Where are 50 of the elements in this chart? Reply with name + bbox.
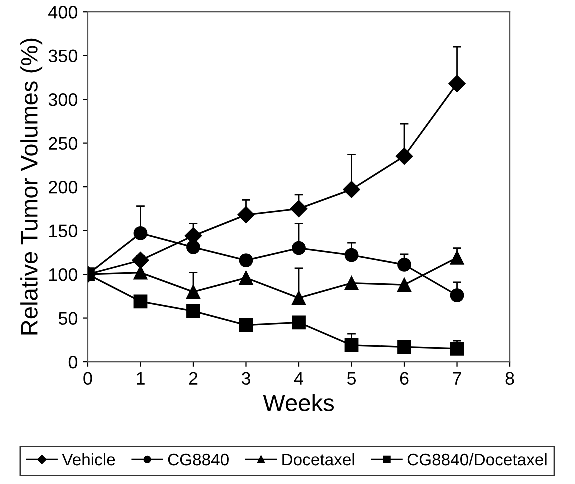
point xyxy=(344,248,359,262)
legend-label: Vehicle xyxy=(62,453,116,466)
y-axis-title: Relative Tumor Volumes (%) xyxy=(20,38,43,335)
point xyxy=(134,266,148,280)
y-tick-label: 150 xyxy=(50,224,78,238)
point xyxy=(186,304,200,318)
point xyxy=(239,254,254,268)
x-tick-label: 4 xyxy=(294,372,304,385)
point xyxy=(448,75,466,92)
y-tick-label: 250 xyxy=(49,137,78,150)
x-tick-label: 8 xyxy=(506,372,514,386)
point xyxy=(239,318,254,332)
point xyxy=(239,271,254,285)
x-tick-label: 7 xyxy=(453,372,462,385)
point xyxy=(396,148,414,165)
y-tick-label: 400 xyxy=(48,6,78,19)
y-tick-label: 0 xyxy=(68,356,78,369)
y-tick-label: 350 xyxy=(48,50,78,63)
x-tick-label: 1 xyxy=(137,372,145,385)
legend-label: Docetaxel xyxy=(282,453,354,466)
point xyxy=(186,240,200,254)
point xyxy=(398,340,412,354)
legend-label: CG8840/Docetaxel xyxy=(408,453,547,466)
y-tick-label: 100 xyxy=(50,268,78,282)
point xyxy=(398,278,412,292)
point xyxy=(450,288,464,302)
y-tick-label: 50 xyxy=(58,312,78,326)
x-tick-label: 2 xyxy=(189,372,198,385)
x-tick-label: 6 xyxy=(400,372,409,386)
point xyxy=(344,276,359,290)
x-tick-label: 0 xyxy=(84,372,92,386)
point xyxy=(134,294,148,309)
point xyxy=(134,226,148,240)
y-tick-label: 300 xyxy=(48,94,78,106)
legend-label: CG8840 xyxy=(168,454,229,466)
x-axis-title: Weeks xyxy=(263,394,334,412)
point xyxy=(292,291,306,306)
point xyxy=(238,206,255,224)
point xyxy=(132,252,150,270)
point xyxy=(398,258,412,272)
x-tick-label: 3 xyxy=(242,372,250,386)
point xyxy=(186,285,200,299)
y-tick-label: 200 xyxy=(49,181,78,194)
point xyxy=(290,200,308,218)
point xyxy=(343,181,360,198)
point xyxy=(292,241,306,256)
x-tick-label: 5 xyxy=(347,372,356,386)
point xyxy=(344,338,359,352)
point xyxy=(450,250,464,265)
point xyxy=(292,316,306,330)
